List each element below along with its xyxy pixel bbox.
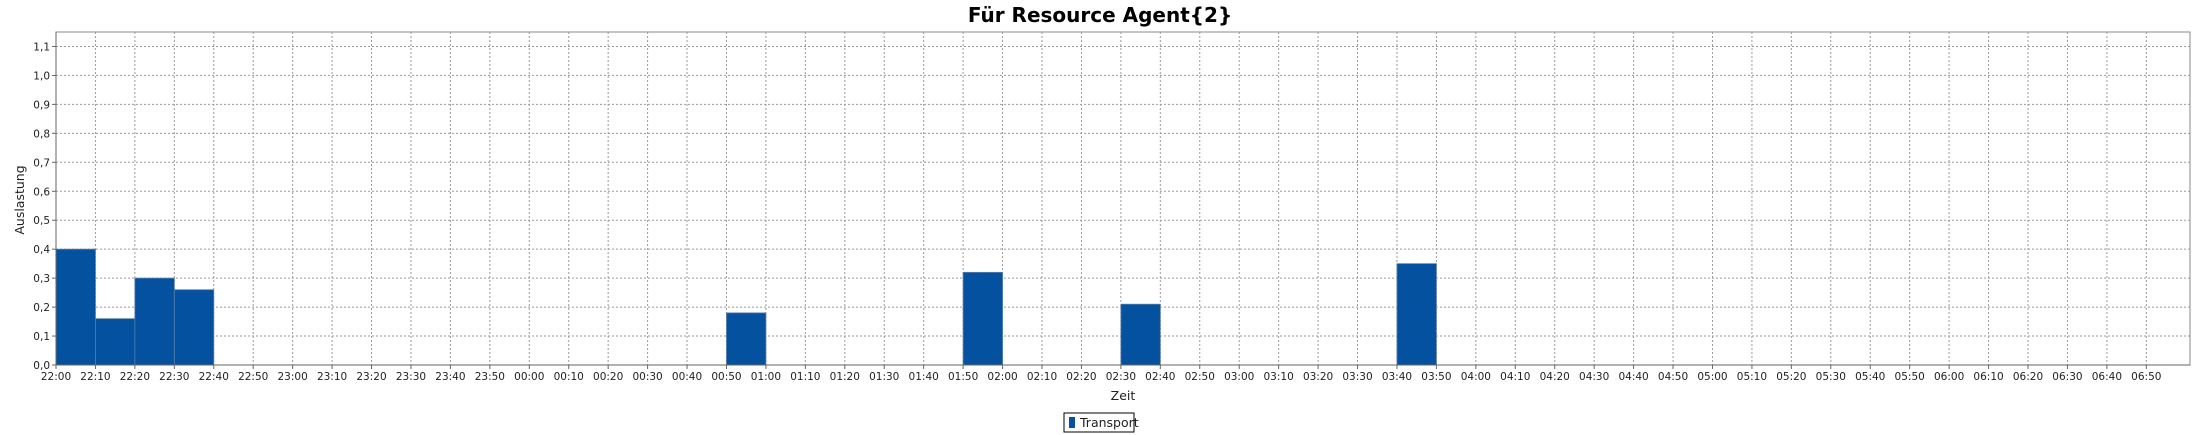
x-tick-label: 04:50: [1658, 371, 1688, 383]
y-tick-label: 0,4: [33, 244, 50, 256]
x-tick-label: 03:20: [1303, 371, 1333, 383]
y-tick-label: 0,3: [33, 273, 50, 285]
x-axis-label: Zeit: [1111, 388, 1136, 403]
x-tick-label: 00:20: [593, 371, 623, 383]
x-tick-label: 22:10: [80, 371, 110, 383]
x-tick-label: 22:00: [41, 371, 71, 383]
x-tick-label: 03:50: [1421, 371, 1451, 383]
x-tick-label: 02:10: [1027, 371, 1057, 383]
bar: [173, 289, 215, 366]
x-tick-label: 23:30: [396, 371, 426, 383]
legend-box: [1063, 412, 1135, 433]
x-tick-label: 05:30: [1816, 371, 1846, 383]
bar: [1120, 303, 1161, 366]
x-tick-label: 03:30: [1342, 371, 1372, 383]
bar: [1396, 263, 1437, 366]
x-tick-label: 00:40: [672, 371, 702, 383]
x-tick-label: 04:40: [1618, 371, 1648, 383]
x-tick-label: 05:10: [1737, 371, 1767, 383]
y-tick-label: 0,6: [33, 186, 50, 198]
y-tick-label: 0,5: [33, 215, 50, 227]
y-tick-label: 1,0: [33, 70, 50, 82]
x-tick-label: 02:40: [1145, 371, 1175, 383]
x-tick-label: 01:50: [948, 371, 978, 383]
y-tick-label: 0,8: [33, 128, 50, 140]
chart-title: Für Resource Agent{2}: [967, 3, 1233, 27]
x-tick-label: 06:00: [1934, 371, 1964, 383]
y-tick-label: 0,2: [33, 302, 50, 314]
bar: [95, 318, 136, 366]
x-tick-label: 04:20: [1540, 371, 1570, 383]
bar: [134, 277, 175, 366]
x-tick-label: 23:00: [278, 371, 308, 383]
x-tick-label: 04:30: [1579, 371, 1609, 383]
x-tick-label: 06:50: [2131, 371, 2161, 383]
y-tick-label: 0,7: [33, 157, 50, 169]
x-tick-label: 23:20: [356, 371, 386, 383]
x-tick-label: 22:30: [159, 371, 189, 383]
x-tick-label: 03:00: [1224, 371, 1254, 383]
y-tick-label: 0,1: [33, 331, 50, 343]
bar: [962, 271, 1003, 366]
x-tick-label: 00:50: [711, 371, 741, 383]
x-tick-label: 04:00: [1461, 371, 1491, 383]
x-tick-label: 05:40: [1855, 371, 1885, 383]
x-tick-label: 01:00: [751, 371, 781, 383]
x-tick-label: 02:20: [1066, 371, 1096, 383]
x-tick-label: 05:50: [1895, 371, 1925, 383]
y-axis-label: Auslastung: [12, 165, 27, 234]
x-tick-label: 23:50: [475, 371, 505, 383]
x-tick-label: 03:10: [1264, 371, 1294, 383]
x-tick-label: 02:00: [987, 371, 1017, 383]
x-tick-label: 01:20: [830, 371, 860, 383]
x-tick-label: 00:10: [554, 371, 584, 383]
bar: [726, 312, 767, 366]
bar: [55, 248, 96, 366]
x-tick-label: 05:20: [1776, 371, 1806, 383]
legend-swatch: [1069, 417, 1075, 428]
x-tick-label: 01:40: [909, 371, 939, 383]
x-tick-label: 06:10: [1973, 371, 2003, 383]
x-tick-label: 02:50: [1185, 371, 1215, 383]
x-tick-label: 01:10: [790, 371, 820, 383]
bars: [55, 248, 1437, 366]
x-tick-label: 00:30: [632, 371, 662, 383]
axes: [55, 32, 2190, 366]
x-tick-label: 01:30: [869, 371, 899, 383]
grid-lines: [55, 32, 2190, 366]
x-tick-label: 23:10: [317, 371, 347, 383]
x-tick-label: 06:40: [2092, 371, 2122, 383]
y-tick-label: 1,1: [33, 41, 50, 53]
y-tick-labels: 0,0 0,1 0,2 0,3 0,4 0,5 0,6 0,7 0,8 0,9 1,0 1,1: [33, 41, 56, 372]
x-tick-label: 22:40: [199, 371, 229, 383]
x-tick-label: 05:00: [1697, 371, 1727, 383]
x-tick-label: 22:50: [238, 371, 268, 383]
x-tick-labels: 22:00 22:10 22:20 22:30 22:40 22:50 23:00 23:10…: [41, 365, 2161, 383]
x-tick-label: 06:20: [2013, 371, 2043, 383]
x-tick-label: 04:10: [1500, 371, 1530, 383]
y-tick-label: 0,0: [33, 360, 50, 372]
x-tick-label: 23:40: [435, 371, 465, 383]
x-tick-label: 00:00: [514, 371, 544, 383]
x-tick-label: 22:20: [120, 371, 150, 383]
x-tick-label: 02:30: [1106, 371, 1136, 383]
legend: Transport: [1063, 412, 1139, 433]
x-tick-label: 03:40: [1382, 371, 1412, 383]
y-tick-label: 0,9: [33, 99, 50, 111]
x-tick-label: 06:30: [2052, 371, 2082, 383]
legend-label: Transport: [1079, 415, 1139, 430]
